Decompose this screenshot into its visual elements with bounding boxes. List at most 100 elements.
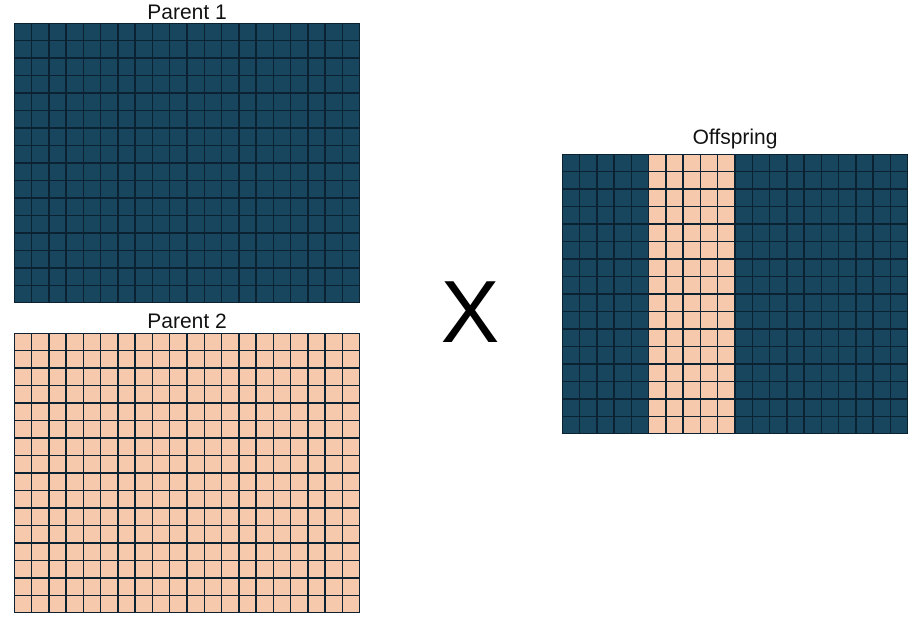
parent2-cell xyxy=(15,368,31,385)
offspring-cell xyxy=(804,189,821,206)
parent2-cell xyxy=(101,368,118,385)
parent2-cell xyxy=(239,473,256,490)
offspring-cell xyxy=(856,242,873,259)
offspring-cell xyxy=(666,259,683,276)
parent2-cell xyxy=(101,351,118,368)
parent2-cell xyxy=(66,473,83,490)
parent1-cell xyxy=(256,24,273,40)
offspring-cell xyxy=(804,382,821,399)
parent2-cell xyxy=(84,596,100,612)
parent2-cell xyxy=(222,403,239,420)
offspring-cell xyxy=(701,347,717,364)
parent1-cell xyxy=(187,58,204,75)
offspring-cell xyxy=(856,155,873,171)
parent2-cell xyxy=(222,456,239,473)
parent2-cell xyxy=(187,386,204,403)
offspring-cell xyxy=(718,294,735,311)
offspring-cell xyxy=(632,242,648,259)
offspring-cell xyxy=(683,277,700,294)
parent1-cell xyxy=(325,111,342,128)
parent1-cell xyxy=(205,163,221,180)
parent1-cell xyxy=(66,146,83,163)
parent2-cell xyxy=(325,421,342,438)
parent1-cell xyxy=(187,198,204,215)
parent1-cell xyxy=(308,198,325,215)
offspring-cell xyxy=(649,155,666,171)
parent1-cell xyxy=(291,251,308,268)
parent1-cell xyxy=(32,268,49,285)
parent1-cell xyxy=(187,216,204,233)
offspring-cell xyxy=(597,259,614,276)
offspring-cell xyxy=(753,312,769,329)
offspring-cell xyxy=(580,329,597,346)
offspring-cell xyxy=(804,155,821,171)
offspring-cell xyxy=(891,417,907,433)
parent2-cell xyxy=(32,561,49,578)
offspring-cell xyxy=(822,172,838,189)
parent1-cell xyxy=(274,181,290,198)
parent1-cell xyxy=(239,233,256,250)
offspring-cell xyxy=(873,224,890,241)
parent2-cell xyxy=(153,561,169,578)
offspring-cell xyxy=(563,382,579,399)
offspring-cell xyxy=(563,347,579,364)
parent1-cell xyxy=(84,41,100,58)
offspring-cell xyxy=(683,329,700,346)
parent2-cell xyxy=(187,421,204,438)
offspring-cell xyxy=(856,277,873,294)
parent2-cell xyxy=(118,386,135,403)
offspring-grid xyxy=(562,154,908,434)
offspring-cell xyxy=(873,207,890,224)
parent1-cell xyxy=(15,233,31,250)
parent2-cell xyxy=(49,596,66,612)
parent2-cell xyxy=(153,473,169,490)
offspring-cell xyxy=(597,207,614,224)
parent2-cell xyxy=(325,351,342,368)
offspring-cell xyxy=(891,172,907,189)
parent2-cell xyxy=(170,473,187,490)
parent2-cell xyxy=(84,368,100,385)
parent2-cell xyxy=(49,386,66,403)
parent1-cell xyxy=(308,163,325,180)
parent2-cell xyxy=(49,351,66,368)
parent2-cell xyxy=(101,543,118,560)
offspring-cell xyxy=(666,155,683,171)
offspring-cell xyxy=(891,347,907,364)
offspring-cell xyxy=(632,417,648,433)
parent1-cell xyxy=(291,76,308,93)
parent1-cell xyxy=(101,128,118,145)
parent1-cell xyxy=(170,93,187,110)
offspring-cell xyxy=(563,329,579,346)
parent1-cell xyxy=(343,286,359,302)
parent2-cell xyxy=(101,473,118,490)
parent1-cell xyxy=(118,163,135,180)
parent2-cell xyxy=(101,334,118,350)
parent2-cell xyxy=(205,596,221,612)
parent2-cell xyxy=(274,334,290,350)
offspring-cell xyxy=(804,417,821,433)
offspring-cell xyxy=(718,347,735,364)
parent2-cell xyxy=(343,438,359,455)
parent1-cell xyxy=(32,111,49,128)
parent2-cell xyxy=(66,403,83,420)
parent2-cell xyxy=(274,368,290,385)
offspring-cell xyxy=(718,277,735,294)
parent2-cell xyxy=(256,491,273,508)
parent2-cell xyxy=(101,386,118,403)
parent2-cell xyxy=(222,351,239,368)
offspring-cell xyxy=(873,399,890,416)
offspring-cell xyxy=(666,399,683,416)
parent2-cell xyxy=(135,473,152,490)
offspring-cell xyxy=(856,312,873,329)
offspring-cell xyxy=(839,155,856,171)
parent1-cell xyxy=(32,128,49,145)
offspring-cell xyxy=(683,189,700,206)
parent2-cell xyxy=(308,473,325,490)
offspring-cell xyxy=(787,155,804,171)
offspring-cell xyxy=(873,382,890,399)
offspring-cell xyxy=(839,224,856,241)
parent1-cell xyxy=(49,24,66,40)
offspring-cell xyxy=(666,417,683,433)
parent2-cell xyxy=(170,456,187,473)
parent2-cell xyxy=(84,491,100,508)
